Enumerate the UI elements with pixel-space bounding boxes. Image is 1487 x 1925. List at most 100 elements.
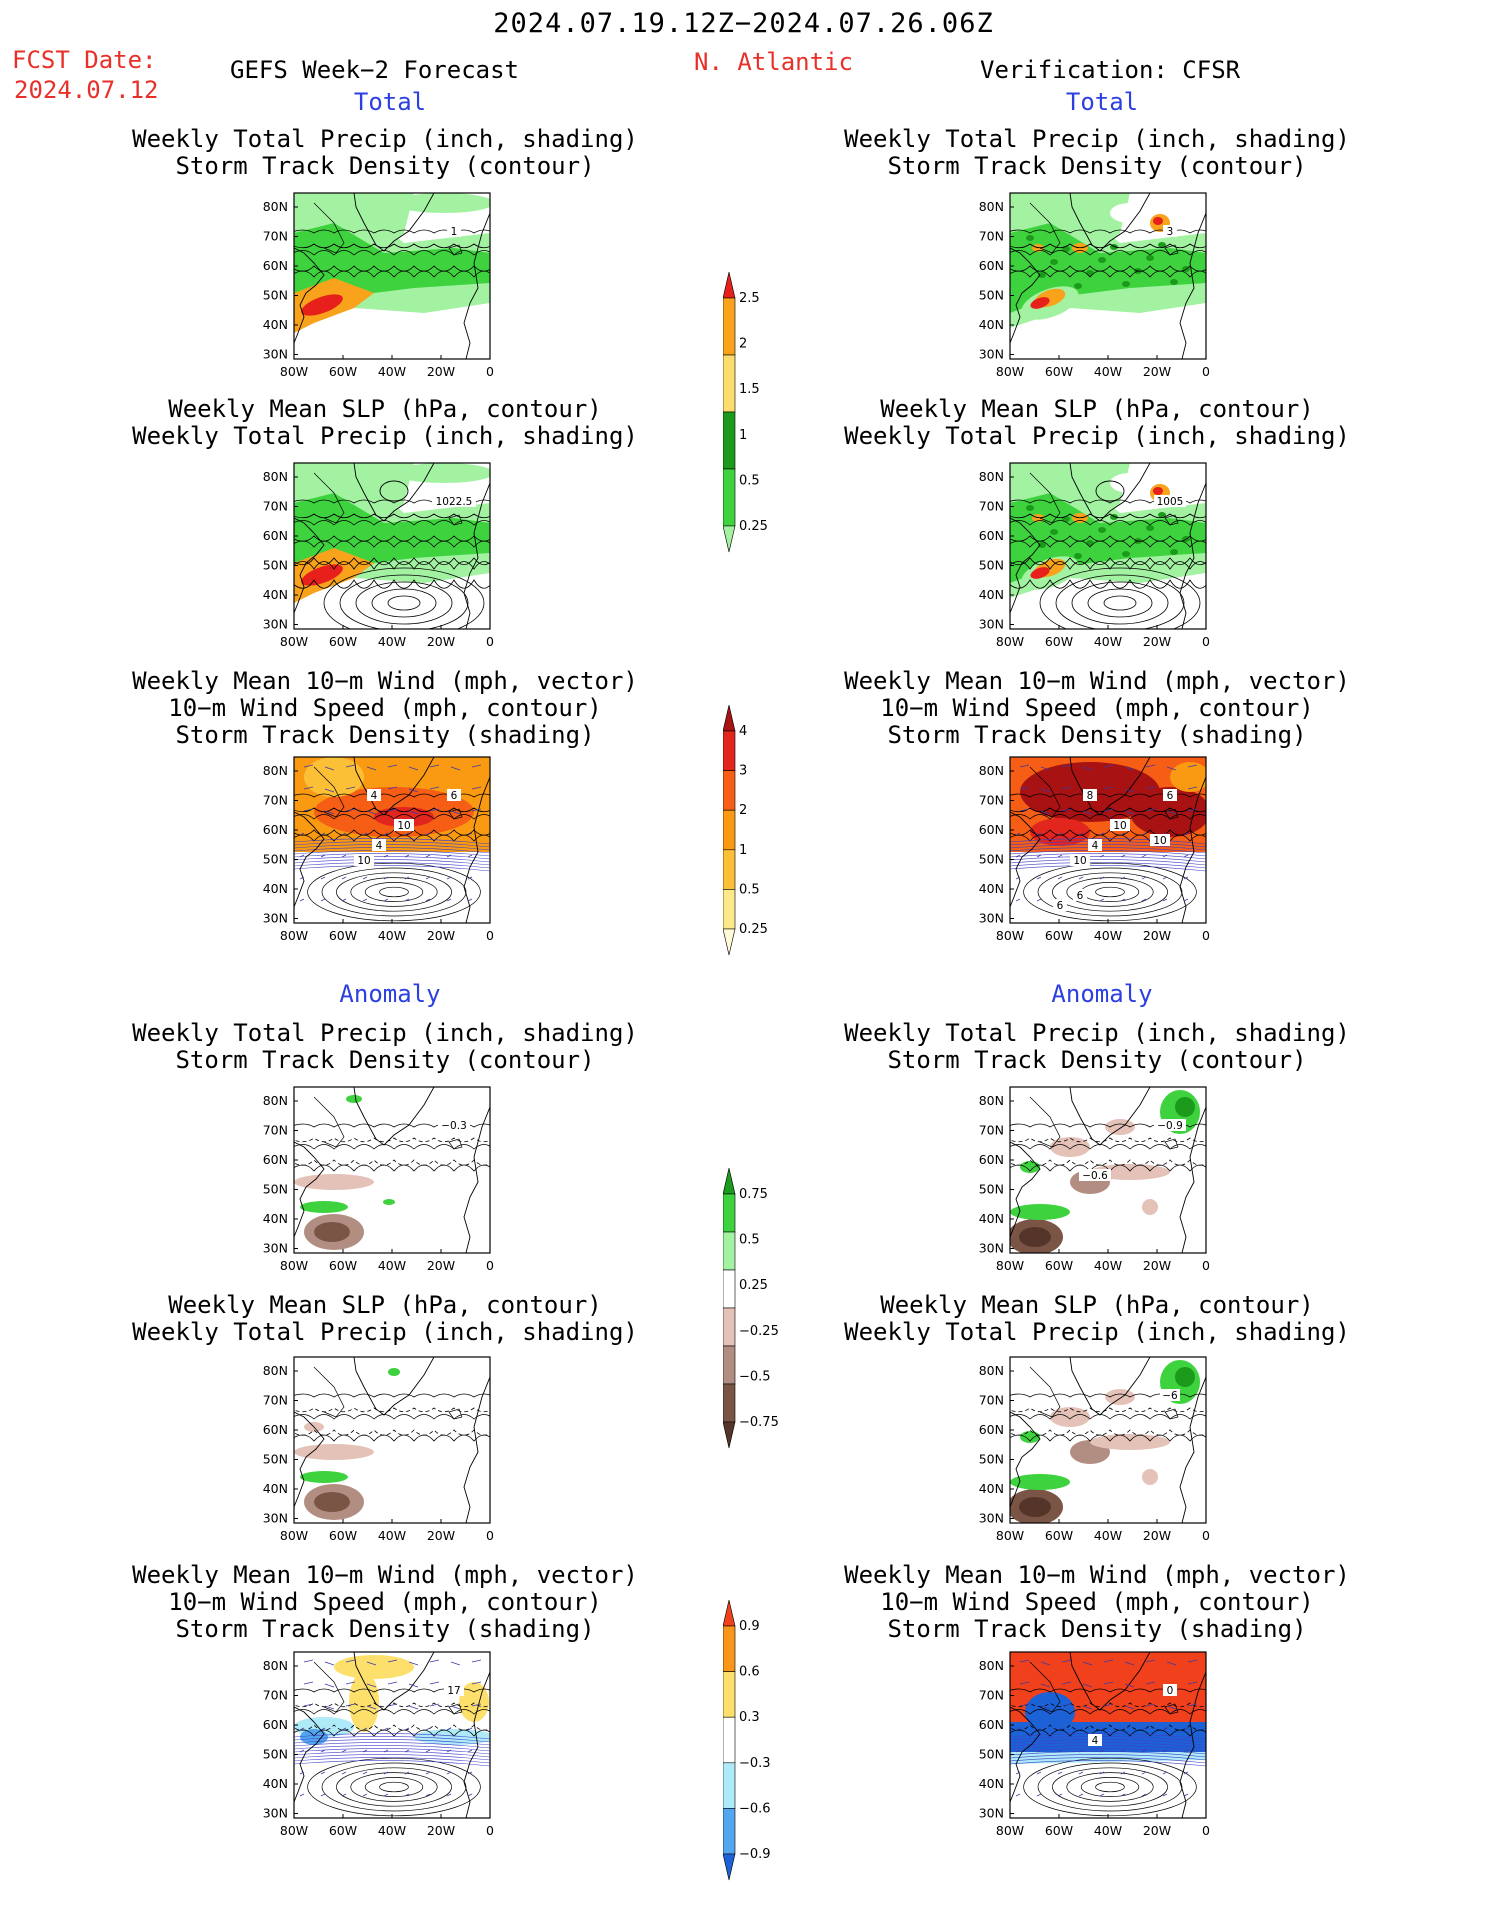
colorbar-label: 0.25 bbox=[739, 922, 768, 937]
lon-tick-40W: 40W bbox=[378, 364, 406, 379]
panel-title-ob-anom-precip-track: Weekly Total Precip (inch, shading) Storm… bbox=[844, 1019, 1350, 1074]
colorbar-label: −0.25 bbox=[739, 1324, 779, 1339]
lon-tick-20W: 20W bbox=[427, 1258, 455, 1273]
section-label-total-verification: Total bbox=[1065, 88, 1139, 116]
lat-tick-70N: 70N bbox=[263, 793, 288, 808]
colorbar-label: 0.25 bbox=[739, 519, 768, 534]
map-ob-total-slp-precip: 1005 80N 70N 60N 50N 40N 30N 80W 60W 40W 20W 0 bbox=[979, 462, 1210, 649]
lat-tick-50N: 50N bbox=[263, 288, 288, 303]
panel-title-ob-total-slp-precip: Weekly Mean SLP (hPa, contour) Weekly Tot… bbox=[844, 395, 1350, 450]
lon-tick-0: 0 bbox=[1202, 928, 1210, 943]
panel-title-fc-anom-wind-track: Weekly Mean 10−m Wind (mph, vector) 10−m … bbox=[132, 1561, 638, 1643]
colorbar-label: 1 bbox=[739, 428, 747, 443]
lon-tick-60W: 60W bbox=[1045, 1528, 1073, 1543]
lon-tick-80W: 80W bbox=[996, 928, 1024, 943]
lon-tick-40W: 40W bbox=[1094, 364, 1122, 379]
panel-title-fc-total-precip-track: Weekly Total Precip (inch, shading) Storm… bbox=[132, 125, 638, 180]
colorbar-track_total: 4 3 2 1 0.5 0.25 bbox=[723, 705, 768, 956]
contour-label: −6 bbox=[1162, 1390, 1178, 1402]
lat-tick-50N: 50N bbox=[979, 1747, 1004, 1762]
lon-tick-20W: 20W bbox=[1143, 364, 1171, 379]
colorbar-label: −0.75 bbox=[739, 1415, 779, 1430]
colorbar-label: 0.5 bbox=[739, 1233, 760, 1248]
lat-tick-50N: 50N bbox=[979, 1182, 1004, 1197]
lat-tick-60N: 60N bbox=[263, 1717, 288, 1732]
colorbar-label: 4 bbox=[739, 724, 747, 739]
lat-tick-70N: 70N bbox=[979, 1688, 1004, 1703]
lat-tick-50N: 50N bbox=[263, 1452, 288, 1467]
lon-tick-80W: 80W bbox=[996, 364, 1024, 379]
lat-tick-50N: 50N bbox=[263, 558, 288, 573]
lat-tick-30N: 30N bbox=[979, 347, 1004, 362]
lat-tick-30N: 30N bbox=[979, 1511, 1004, 1526]
lon-tick-0: 0 bbox=[486, 1528, 494, 1543]
panel-title-ob-anom-wind-track: Weekly Mean 10−m Wind (mph, vector) 10−m … bbox=[844, 1561, 1350, 1643]
lon-tick-40W: 40W bbox=[378, 928, 406, 943]
lat-tick-70N: 70N bbox=[979, 499, 1004, 514]
contour-label: −0.9 bbox=[1157, 1120, 1183, 1132]
lon-tick-20W: 20W bbox=[427, 1823, 455, 1838]
colorbar-label: 2 bbox=[739, 803, 747, 818]
lon-tick-60W: 60W bbox=[1045, 928, 1073, 943]
lon-tick-20W: 20W bbox=[427, 634, 455, 649]
lon-tick-80W: 80W bbox=[996, 1823, 1024, 1838]
lat-tick-70N: 70N bbox=[263, 1688, 288, 1703]
lat-tick-70N: 70N bbox=[263, 499, 288, 514]
lon-tick-60W: 60W bbox=[1045, 1258, 1073, 1273]
contour-label: 1022.5 bbox=[436, 496, 473, 508]
panel-title-ob-total-precip-track: Weekly Total Precip (inch, shading) Storm… bbox=[844, 125, 1350, 180]
panel-title-fc-anom-precip-track: Weekly Total Precip (inch, shading) Storm… bbox=[132, 1019, 638, 1074]
colorbar-precip_anom: 0.75 0.5 0.25 −0.25 −0.5 −0.75 bbox=[723, 1168, 779, 1449]
colorbar-label: −0.5 bbox=[739, 1369, 771, 1384]
lon-tick-40W: 40W bbox=[1094, 1258, 1122, 1273]
lat-tick-30N: 30N bbox=[979, 617, 1004, 632]
contour-label: 1005 bbox=[1157, 496, 1184, 508]
lon-tick-40W: 40W bbox=[378, 634, 406, 649]
colorbar-precip_total: 2.5 2 1.5 1 0.5 0.25 bbox=[723, 272, 768, 553]
lon-tick-40W: 40W bbox=[378, 1528, 406, 1543]
lat-tick-80N: 80N bbox=[263, 469, 288, 484]
lon-tick-0: 0 bbox=[1202, 1258, 1210, 1273]
section-label-anomaly-forecast: Anomaly bbox=[339, 980, 441, 1008]
lon-tick-80W: 80W bbox=[996, 1528, 1024, 1543]
colorbar-label: −0.3 bbox=[739, 1756, 771, 1771]
lon-tick-20W: 20W bbox=[1143, 1258, 1171, 1273]
lon-tick-40W: 40W bbox=[1094, 928, 1122, 943]
map-fc-anom-slp-precip: 80N 70N 60N 50N 40N 30N 80W 60W 40W 20W 0 bbox=[263, 1356, 494, 1543]
lat-tick-40N: 40N bbox=[263, 1211, 288, 1226]
lat-tick-60N: 60N bbox=[263, 1422, 288, 1437]
lon-tick-40W: 40W bbox=[1094, 1528, 1122, 1543]
lon-tick-60W: 60W bbox=[1045, 634, 1073, 649]
colorbar-label: 3 bbox=[739, 764, 747, 779]
colorbar-label: 0.6 bbox=[739, 1665, 760, 1680]
lat-tick-50N: 50N bbox=[263, 852, 288, 867]
lat-tick-80N: 80N bbox=[979, 199, 1004, 214]
lat-tick-30N: 30N bbox=[263, 347, 288, 362]
panel-title-ob-total-wind-track: Weekly Mean 10−m Wind (mph, vector) 10−m … bbox=[844, 667, 1350, 749]
lat-tick-40N: 40N bbox=[979, 1481, 1004, 1496]
colorbar-label: 1 bbox=[739, 843, 747, 858]
lon-tick-80W: 80W bbox=[996, 1258, 1024, 1273]
map-fc-anom-precip-track: −0.3 80N 70N 60N 50N 40N 30N 80W 60W 40W 20W 0 bbox=[263, 1086, 494, 1273]
lon-tick-0: 0 bbox=[486, 1823, 494, 1838]
lon-tick-20W: 20W bbox=[1143, 928, 1171, 943]
lon-tick-60W: 60W bbox=[1045, 1823, 1073, 1838]
contour-label: 4 bbox=[1092, 840, 1099, 852]
contour-label: 10 bbox=[357, 855, 370, 867]
contour-label: 4 bbox=[371, 790, 378, 802]
lat-tick-30N: 30N bbox=[979, 1241, 1004, 1256]
lat-tick-30N: 30N bbox=[979, 1806, 1004, 1821]
period-title: 2024.07.19.12Z−2024.07.26.06Z bbox=[493, 8, 994, 39]
contour-label: 10 bbox=[1113, 820, 1126, 832]
lon-tick-20W: 20W bbox=[427, 928, 455, 943]
lat-tick-80N: 80N bbox=[263, 1363, 288, 1378]
lat-tick-80N: 80N bbox=[979, 763, 1004, 778]
lon-tick-40W: 40W bbox=[378, 1823, 406, 1838]
lat-tick-80N: 80N bbox=[979, 469, 1004, 484]
fcst-date-label: FCST Date: bbox=[12, 46, 157, 74]
lon-tick-0: 0 bbox=[1202, 1528, 1210, 1543]
lon-tick-60W: 60W bbox=[329, 634, 357, 649]
lon-tick-80W: 80W bbox=[280, 634, 308, 649]
map-ob-anom-wind-track: 041080N70N60N50N40N30N80W60W40W20W0 bbox=[979, 1651, 1210, 1838]
panel-title-fc-anom-slp-precip: Weekly Mean SLP (hPa, contour) Weekly Tot… bbox=[132, 1291, 638, 1346]
